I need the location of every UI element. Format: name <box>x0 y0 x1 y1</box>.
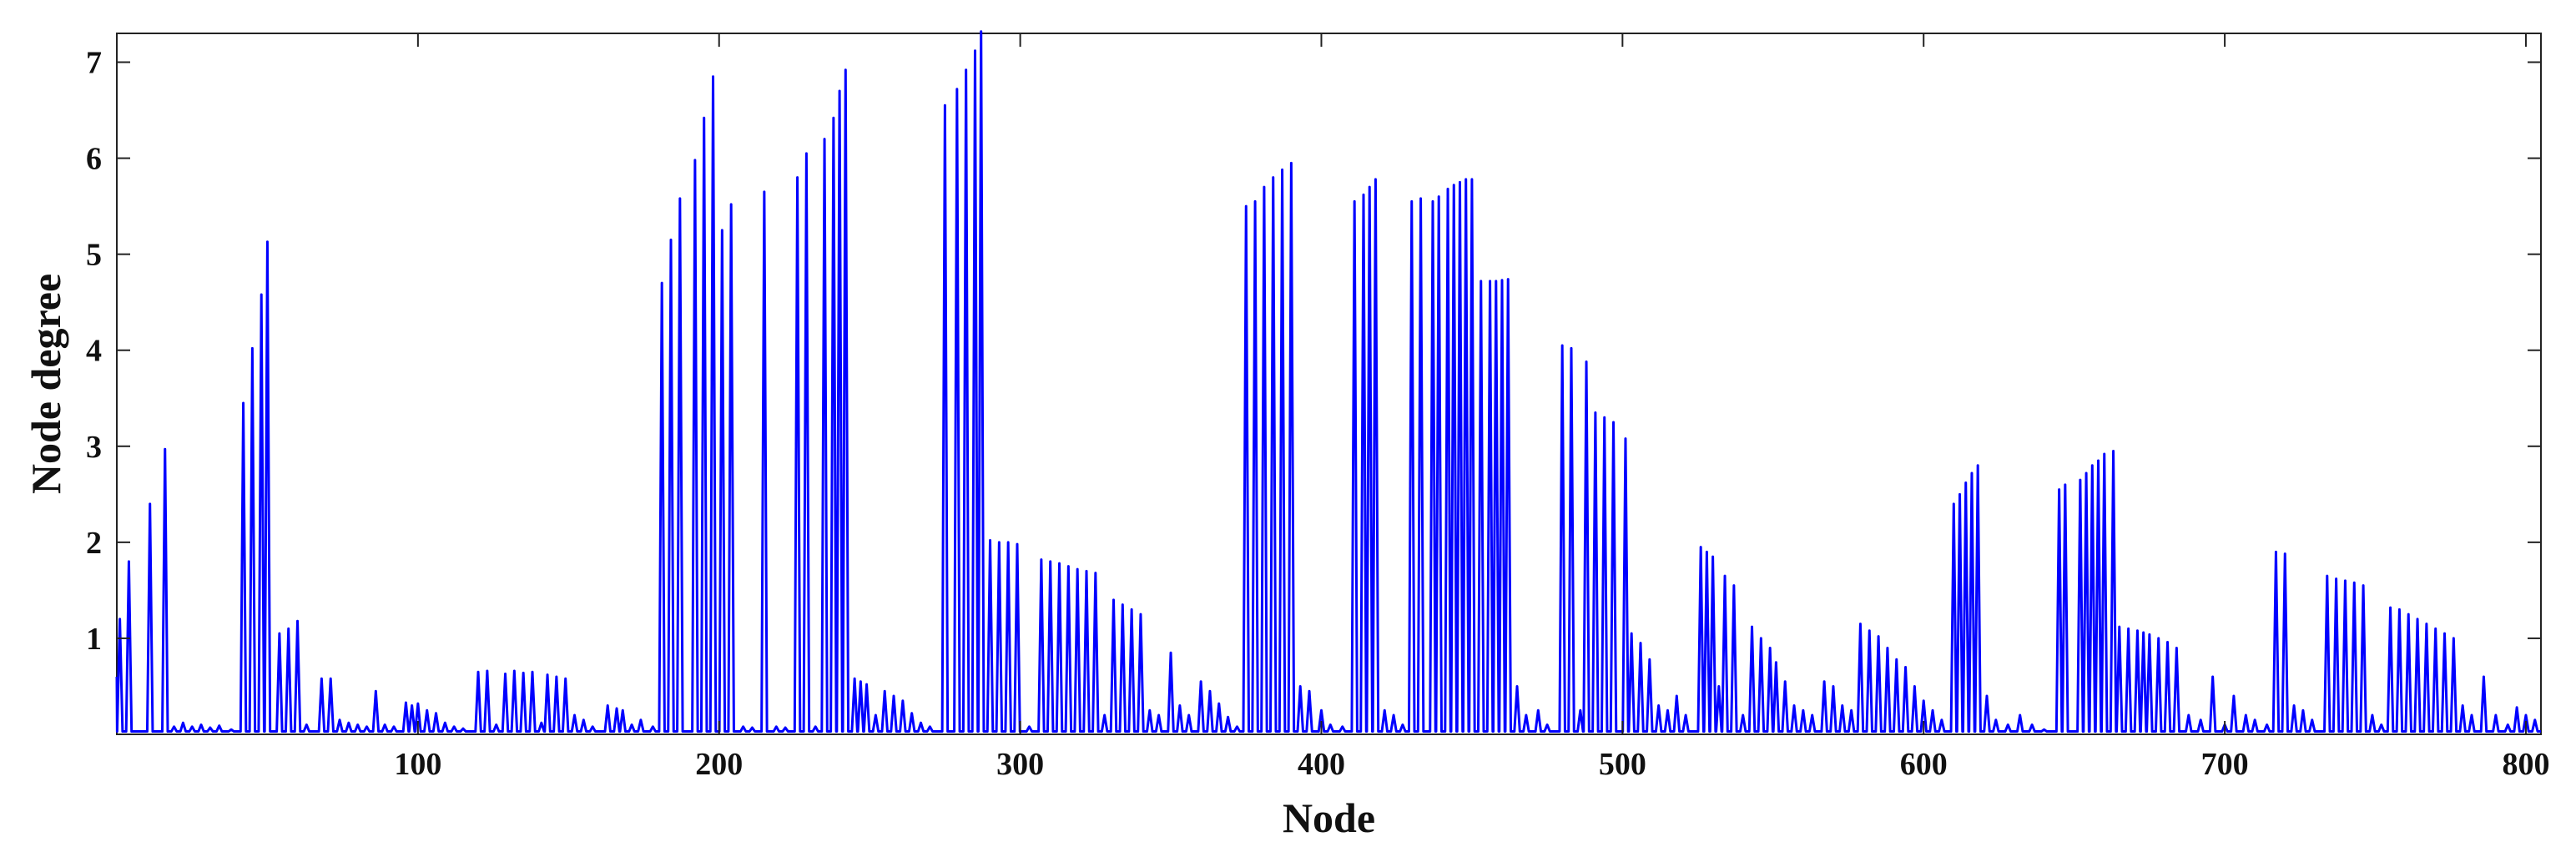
y-tick-label: 4 <box>86 334 102 369</box>
series-layer <box>115 30 2541 733</box>
ticks-layer: 100 200 300 400 500 600 700 800 1 2 3 4 5 6 7 <box>86 33 2549 782</box>
y-tick-label: 5 <box>86 238 102 273</box>
y-axis-title: Node degree <box>23 274 69 494</box>
x-tick-label: 500 <box>1599 747 1646 782</box>
y-tick-label: 3 <box>86 430 102 465</box>
plot-area-frame <box>116 33 2542 735</box>
x-tick-label: 600 <box>1900 747 1948 782</box>
x-tick-label: 800 <box>2502 747 2549 782</box>
y-tick-label: 2 <box>86 526 102 561</box>
y-tick-label: 7 <box>86 46 102 81</box>
y-tick-label: 1 <box>86 622 102 657</box>
x-tick-label: 100 <box>394 747 441 782</box>
y-tick-label: 6 <box>86 142 102 177</box>
x-tick-label: 200 <box>695 747 743 782</box>
node-degree-line <box>115 30 2541 733</box>
x-tick-label: 300 <box>996 747 1044 782</box>
x-axis-title: Node <box>1283 794 1375 841</box>
x-tick-label: 700 <box>2201 747 2249 782</box>
x-tick-label: 400 <box>1298 747 1345 782</box>
